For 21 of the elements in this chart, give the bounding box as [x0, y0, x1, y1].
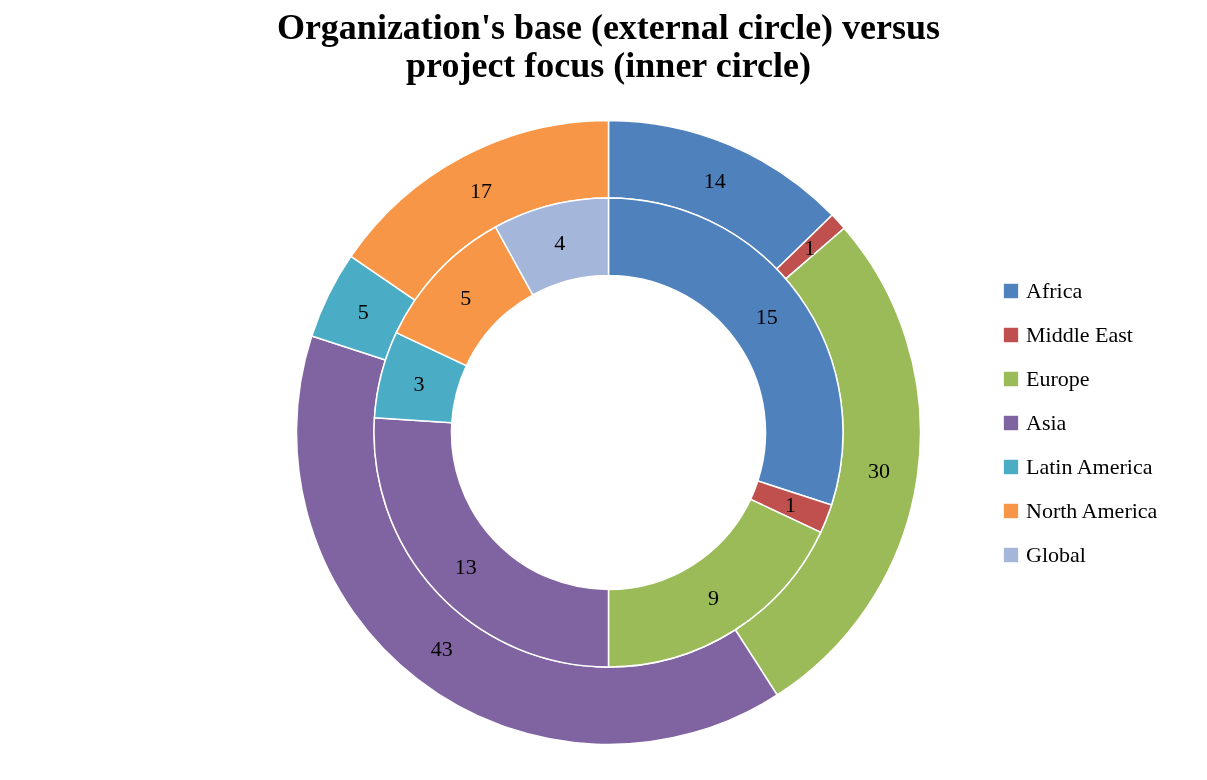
data-label: 4 — [554, 229, 566, 255]
data-label: 1 — [785, 491, 796, 517]
data-label: 13 — [454, 553, 477, 579]
legend-label: Latin America — [1026, 454, 1153, 479]
data-label: 15 — [755, 304, 778, 330]
legend-label: North America — [1026, 498, 1158, 523]
data-label: 14 — [703, 167, 726, 193]
legend-label: Europe — [1026, 366, 1090, 391]
legend-label: Global — [1026, 542, 1086, 567]
legend-label: Africa — [1026, 278, 1083, 303]
data-label: 9 — [707, 584, 719, 610]
data-label: 43 — [430, 635, 453, 661]
data-label: 17 — [469, 177, 492, 203]
data-label: 1 — [804, 234, 816, 260]
data-label: 3 — [413, 370, 425, 396]
data-label: 5 — [460, 285, 472, 311]
data-label: 30 — [867, 458, 890, 484]
data-label: 5 — [357, 298, 369, 324]
legend-label: Middle East — [1026, 322, 1133, 347]
chart-title: Organization's base (external circle) versus project focus (inner circle) — [276, 7, 941, 85]
legend-label: Asia — [1026, 410, 1067, 435]
